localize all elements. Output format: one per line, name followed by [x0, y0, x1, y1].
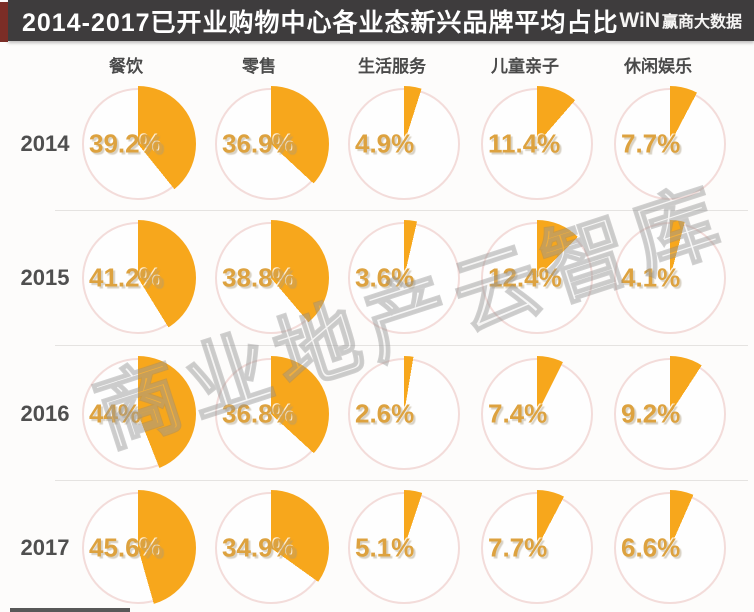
- pie-wedge: [80, 220, 196, 336]
- pie-value-label: 9.2%: [621, 398, 681, 429]
- year-label-2015: 2015: [20, 265, 70, 290]
- pie-wedge: [213, 86, 329, 202]
- year-label-2016: 2016: [20, 401, 70, 426]
- pie-2015-餐饮: 41.2%: [80, 220, 196, 336]
- pie-wedge: [612, 356, 728, 472]
- pie-2016-休闲娱乐: 9.2%: [612, 356, 728, 472]
- pie-wedge: [479, 220, 595, 336]
- pie-wedge: [346, 220, 462, 336]
- row-divider-1: [55, 210, 748, 211]
- pie-2015-休闲娱乐: 4.1%: [612, 220, 728, 336]
- year-label-2017: 2017: [20, 535, 70, 560]
- pie-wedge: [213, 356, 329, 472]
- brand-logo-win-icon: WiN: [619, 9, 660, 32]
- pie-value-label: 38.8%: [222, 262, 296, 293]
- pie-value-label: 7.7%: [488, 532, 548, 563]
- pie-2017-餐饮: 45.6%: [80, 490, 196, 606]
- header-left-red-strip: [0, 2, 8, 42]
- pie-2015-零售: 38.8%: [213, 220, 329, 336]
- column-header-4: 儿童亲子: [491, 57, 559, 76]
- pie-wedge: [80, 490, 196, 606]
- pie-wedge: [80, 86, 196, 202]
- year-label-2014: 2014: [20, 131, 70, 156]
- pie-2017-儿童亲子: 7.7%: [479, 490, 595, 606]
- pie-value-label: 6.6%: [621, 532, 681, 563]
- pie-value-label: 36.9%: [222, 128, 296, 159]
- pie-2017-生活服务: 5.1%: [346, 490, 462, 606]
- pie-2014-餐饮: 39.2%: [80, 86, 196, 202]
- pie-value-label: 4.1%: [621, 262, 681, 293]
- pie-value-label: 45.6%: [89, 532, 163, 563]
- pie-wedge: [612, 490, 728, 606]
- pie-2014-儿童亲子: 11.4%: [479, 86, 595, 202]
- pie-value-label: 4.9%: [355, 128, 415, 159]
- pie-value-label: 39.2%: [89, 128, 163, 159]
- pie-2014-休闲娱乐: 7.7%: [612, 86, 728, 202]
- pie-wedge: [479, 86, 595, 202]
- column-header-3: 生活服务: [358, 57, 426, 76]
- row-divider-2: [55, 345, 748, 346]
- pie-wedge: [213, 490, 329, 606]
- pie-value-label: 44%: [89, 398, 142, 429]
- pie-value-label: 41.2%: [89, 262, 163, 293]
- pie-value-label: 7.7%: [621, 128, 681, 159]
- pie-value-label: 2.6%: [355, 398, 415, 429]
- pie-wedge: [479, 356, 595, 472]
- pie-wedge: [612, 86, 728, 202]
- pie-value-label: 34.9%: [222, 532, 296, 563]
- pie-2014-生活服务: 4.9%: [346, 86, 462, 202]
- pie-wedge: [612, 220, 728, 336]
- pie-value-label: 12.4%: [488, 262, 562, 293]
- pie-wedge: [346, 86, 462, 202]
- brand-logo-text: 赢商大数据: [661, 14, 742, 31]
- pie-value-label: 3.6%: [355, 262, 415, 293]
- pie-value-label: 36.8%: [222, 398, 296, 429]
- column-header-5: 休闲娱乐: [624, 57, 692, 76]
- pie-2014-零售: 36.9%: [213, 86, 329, 202]
- pie-2016-零售: 36.8%: [213, 356, 329, 472]
- pie-wedge: [80, 356, 196, 472]
- pie-2016-儿童亲子: 7.4%: [479, 356, 595, 472]
- pie-wedge: [346, 356, 462, 472]
- pie-2016-餐饮: 44%: [80, 356, 196, 472]
- bottom-edge-bar: [10, 608, 130, 612]
- pie-2015-生活服务: 3.6%: [346, 220, 462, 336]
- header-bar: 2014-2017已开业购物中心各业态新兴品牌平均占比 WiN 赢商大数据: [8, 0, 754, 41]
- pie-wedge: [479, 490, 595, 606]
- pie-2015-儿童亲子: 12.4%: [479, 220, 595, 336]
- pie-value-label: 5.1%: [355, 532, 415, 563]
- row-divider-3: [55, 480, 748, 481]
- pie-value-label: 7.4%: [488, 398, 548, 429]
- page-title: 2014-2017已开业购物中心各业态新兴品牌平均占比: [22, 8, 619, 37]
- brand-logo: WiN 赢商大数据: [619, 8, 742, 33]
- column-header-2: 零售: [242, 57, 276, 76]
- pie-2016-生活服务: 2.6%: [346, 356, 462, 472]
- pie-wedge: [213, 220, 329, 336]
- pie-wedge: [346, 490, 462, 606]
- pie-value-label: 11.4%: [488, 128, 561, 159]
- pie-2017-零售: 34.9%: [213, 490, 329, 606]
- column-header-1: 餐饮: [109, 57, 143, 76]
- pie-2017-休闲娱乐: 6.6%: [612, 490, 728, 606]
